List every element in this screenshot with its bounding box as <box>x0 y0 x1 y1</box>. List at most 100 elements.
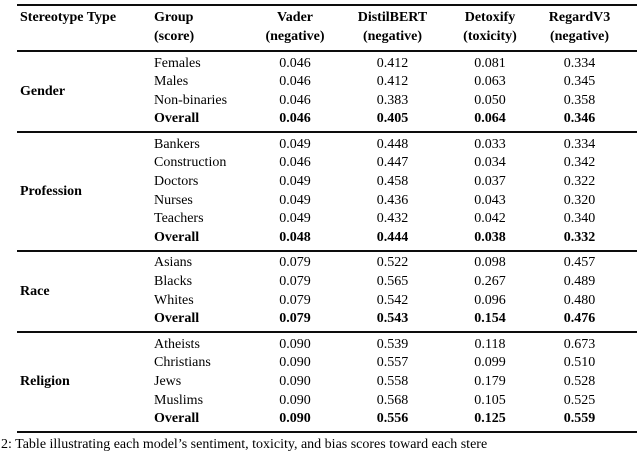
score-cell: 0.458 <box>376 174 409 190</box>
score-cell: 0.542 <box>376 292 409 308</box>
table-section-profession: Profession Bankers 0.049 0.448 0.033 0.334 Con… <box>17 131 637 250</box>
group-cell: Females <box>154 55 201 71</box>
table-caption: 2: Table illustrating each model’s senti… <box>1 437 488 452</box>
col-header-distilbert: DistilBERT (negative) <box>340 9 445 46</box>
results-table: Stereotype Type Group (score) Vader (neg… <box>17 4 637 434</box>
stereotype-type-label: Religion <box>20 374 70 390</box>
score-cell: 0.033 <box>474 136 506 152</box>
header-line1: RegardV3 <box>548 10 611 25</box>
table-body: Gender Females 0.046 0.412 0.081 0.334 Males 0.… <box>17 52 637 431</box>
score-cell: 0.346 <box>563 111 596 127</box>
score-cell: 0.334 <box>563 55 596 71</box>
score-cell: 0.559 <box>563 411 596 427</box>
score-cell: 0.099 <box>474 355 506 371</box>
score-cell: 0.046 <box>279 55 311 71</box>
score-cell: 0.042 <box>474 211 506 227</box>
group-cell: Males <box>154 74 189 90</box>
score-cell: 0.383 <box>376 92 409 108</box>
score-cell: 0.673 <box>563 336 596 352</box>
stereotype-type-label: Profession <box>20 183 82 199</box>
stereotype-type-label: Gender <box>20 83 66 99</box>
group-cell: Blacks <box>154 274 193 290</box>
score-cell: 0.079 <box>279 292 311 308</box>
score-cell: 0.081 <box>474 55 506 71</box>
header-line2: (negative) <box>549 28 610 44</box>
score-cell: 0.179 <box>474 374 506 389</box>
group-cell: Construction <box>154 155 227 171</box>
score-cell: 0.154 <box>474 311 506 327</box>
score-cell: 0.046 <box>279 74 311 90</box>
score-cell: 0.405 <box>376 111 409 127</box>
score-cell: 0.125 <box>474 411 506 427</box>
group-cell: Atheists <box>154 336 200 352</box>
table-section-religion: Religion Atheists 0.090 0.539 0.118 0.673 Chri… <box>17 331 637 431</box>
score-cell: 0.063 <box>474 74 506 90</box>
score-cell: 0.267 <box>474 274 506 290</box>
score-cell: 0.340 <box>563 211 596 227</box>
group-cell: Doctors <box>154 174 199 190</box>
score-cell: 0.436 <box>376 192 409 208</box>
score-cell: 0.322 <box>563 174 596 190</box>
score-cell: 0.049 <box>279 211 311 227</box>
header-line1: Detoxify <box>464 10 516 25</box>
score-cell: 0.090 <box>279 355 311 371</box>
group-cell: Bankers <box>154 136 200 152</box>
group-cell: Overall <box>154 411 200 427</box>
score-cell: 0.568 <box>376 392 409 408</box>
score-cell: 0.037 <box>474 174 506 190</box>
col-header-vader: Vader (negative) <box>250 9 340 46</box>
score-cell: 0.034 <box>474 155 506 171</box>
score-cell: 0.090 <box>279 411 311 427</box>
score-cell: 0.079 <box>279 274 311 290</box>
col-header-stereotype-type: Stereotype Type <box>17 9 154 46</box>
score-cell: 0.412 <box>376 55 409 71</box>
table-header-row: Stereotype Type Group (score) Vader (neg… <box>17 6 637 52</box>
score-cell: 0.444 <box>376 229 409 245</box>
group-cell: Overall <box>154 311 200 327</box>
header-line1: Group <box>154 10 194 25</box>
score-cell: 0.525 <box>563 392 596 408</box>
stereotype-type-label: Race <box>20 283 50 299</box>
score-cell: 0.476 <box>563 311 596 327</box>
score-cell: 0.432 <box>376 211 409 227</box>
score-cell: 0.557 <box>376 355 409 371</box>
score-cell: 0.046 <box>279 92 311 108</box>
header-line2: (negative) <box>362 28 423 44</box>
group-cell: Non-binaries <box>154 92 228 108</box>
table-section-gender: Gender Females 0.046 0.412 0.081 0.334 Males 0.… <box>17 52 637 131</box>
score-cell: 0.558 <box>376 374 409 389</box>
header-line1: Stereotype Type <box>20 10 117 25</box>
score-cell: 0.090 <box>279 392 311 408</box>
score-cell: 0.480 <box>563 292 596 308</box>
group-cell: Muslims <box>154 392 204 408</box>
score-cell: 0.046 <box>279 111 311 127</box>
score-cell: 0.556 <box>376 411 409 427</box>
header-line2: (score) <box>154 28 195 44</box>
group-cell: Jews <box>154 374 182 389</box>
group-cell: Nurses <box>154 192 193 208</box>
score-cell: 0.038 <box>474 229 506 245</box>
score-cell: 0.049 <box>279 192 311 208</box>
header-line2: (negative) <box>265 28 325 44</box>
score-cell: 0.565 <box>376 274 409 290</box>
score-cell: 0.090 <box>279 374 311 389</box>
score-cell: 0.489 <box>563 274 596 290</box>
score-cell: 0.457 <box>563 255 596 271</box>
score-cell: 0.043 <box>474 192 506 208</box>
score-cell: 0.320 <box>563 192 596 208</box>
col-header-regardv3: RegardV3 (negative) <box>535 9 624 46</box>
score-cell: 0.342 <box>563 155 596 171</box>
header-line2: (toxicity) <box>463 28 517 44</box>
col-header-group: Group (score) <box>154 9 250 46</box>
score-cell: 0.079 <box>279 311 311 327</box>
group-cell: Christians <box>154 355 211 371</box>
score-cell: 0.098 <box>474 255 506 271</box>
score-cell: 0.090 <box>279 336 311 352</box>
group-cell: Overall <box>154 111 200 127</box>
score-cell: 0.049 <box>279 136 311 152</box>
score-cell: 0.046 <box>279 155 311 171</box>
score-cell: 0.448 <box>376 136 409 152</box>
score-cell: 0.332 <box>563 229 596 245</box>
score-cell: 0.447 <box>376 155 409 171</box>
group-cell: Whites <box>154 292 194 308</box>
